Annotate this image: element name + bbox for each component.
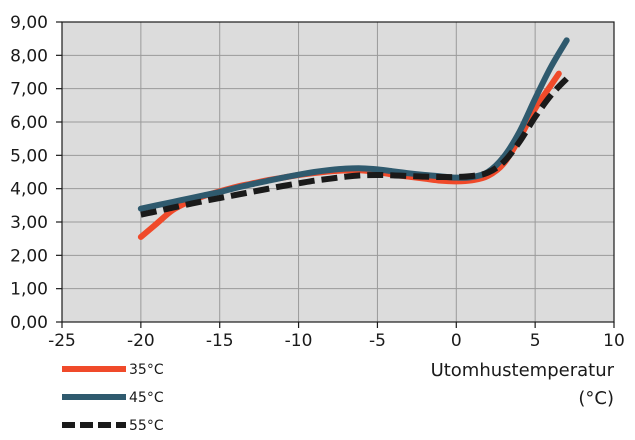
y-tick-label: 6,00 — [10, 113, 48, 133]
legend-label: 55°C — [129, 418, 164, 434]
x-tick-label: 5 — [530, 331, 541, 351]
legend-label: 35°C — [129, 362, 164, 378]
y-tick-label: 4,00 — [10, 180, 48, 200]
legend: 35°C 45°C 55°C — [62, 362, 164, 434]
x-tick-label: 10 — [603, 331, 625, 351]
x-tick-label: 0 — [451, 331, 462, 351]
y-tick-label: 1,00 — [10, 280, 48, 300]
x-tick-label: -15 — [206, 331, 234, 351]
y-tick-label: 7,00 — [10, 80, 48, 100]
y-tick-label: 9,00 — [10, 13, 48, 33]
legend-label: 45°C — [129, 390, 164, 406]
x-tick-label: -10 — [285, 331, 313, 351]
series-line — [137, 37, 570, 212]
y-tick-label: 2,00 — [10, 246, 48, 266]
y-tick-label: 3,00 — [10, 213, 48, 233]
x-axis-title: Utomhustemperatur — [431, 360, 615, 381]
plot-frame — [61, 21, 615, 323]
y-tick-label: 8,00 — [10, 46, 48, 66]
y-tick-label: 0,00 — [10, 313, 48, 333]
series-lines — [137, 37, 570, 240]
series-line — [140, 76, 569, 218]
y-tick-label: 5,00 — [10, 146, 48, 166]
y-axis-tick-labels: 0,00 1,00 2,00 3,00 4,00 5,00 6,00 7,00 8,00 9,00 — [10, 13, 62, 333]
x-tick-label: -5 — [369, 331, 386, 351]
x-tick-label: -20 — [127, 331, 155, 351]
x-axis-unit: (°C) — [578, 388, 614, 409]
x-tick-label: -25 — [48, 331, 76, 351]
x-axis-tick-labels: -25 -20 -15 -10 -5 0 5 10 — [48, 322, 625, 351]
